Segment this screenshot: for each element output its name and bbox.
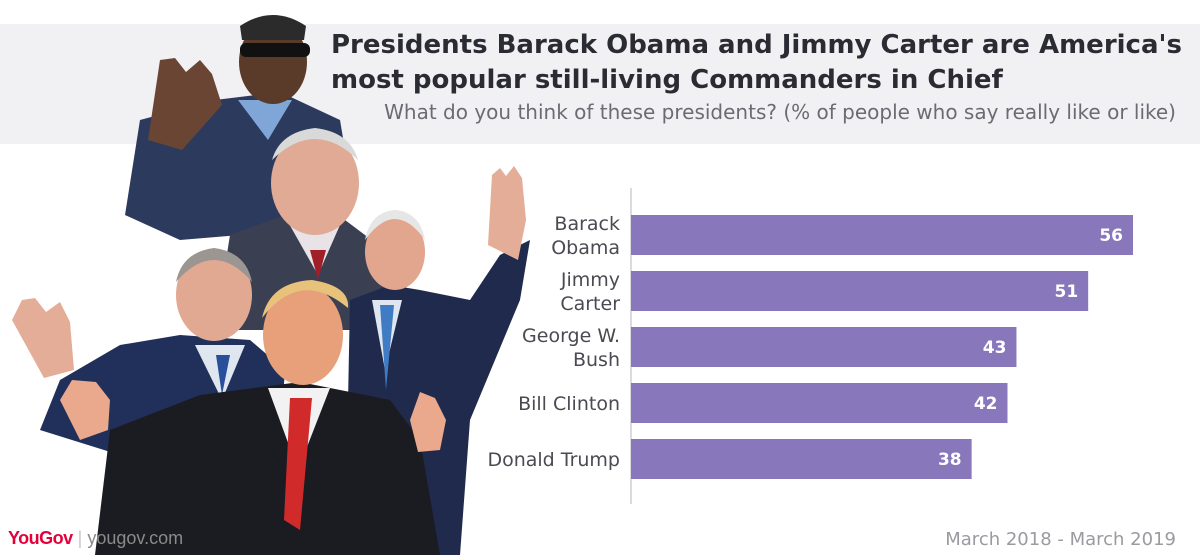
chart-subtitle: What do you think of these presidents? (… xyxy=(384,100,1176,124)
figure-trump xyxy=(60,280,446,555)
category-label: Barack Obama xyxy=(551,213,620,259)
category-label: Donald Trump xyxy=(487,449,620,471)
bar-value-label: 43 xyxy=(983,338,1007,358)
brand-separator: | xyxy=(77,528,83,548)
bar xyxy=(631,439,972,479)
brand-url[interactable]: yougov.com xyxy=(87,528,184,548)
bar xyxy=(631,271,1089,311)
chart-title: Presidents Barack Obama and Jimmy Carter… xyxy=(331,30,1182,95)
bar xyxy=(631,327,1017,367)
bar xyxy=(631,383,1008,423)
yougov-logo: YouGov xyxy=(8,528,73,548)
bar-value-label: 38 xyxy=(938,450,962,470)
category-label: Jimmy Carter xyxy=(560,269,620,315)
bar-value-label: 51 xyxy=(1055,282,1079,302)
category-label: George W. Bush xyxy=(522,325,620,371)
footer-brand: YouGov | yougov.com xyxy=(8,528,183,549)
date-range: March 2018 - March 2019 xyxy=(945,529,1176,550)
bar-value-label: 56 xyxy=(1099,226,1123,246)
presidents-photo-collage xyxy=(12,15,530,555)
bar xyxy=(631,215,1133,255)
category-label: Bill Clinton xyxy=(518,393,620,415)
bar-value-label: 42 xyxy=(974,394,998,414)
